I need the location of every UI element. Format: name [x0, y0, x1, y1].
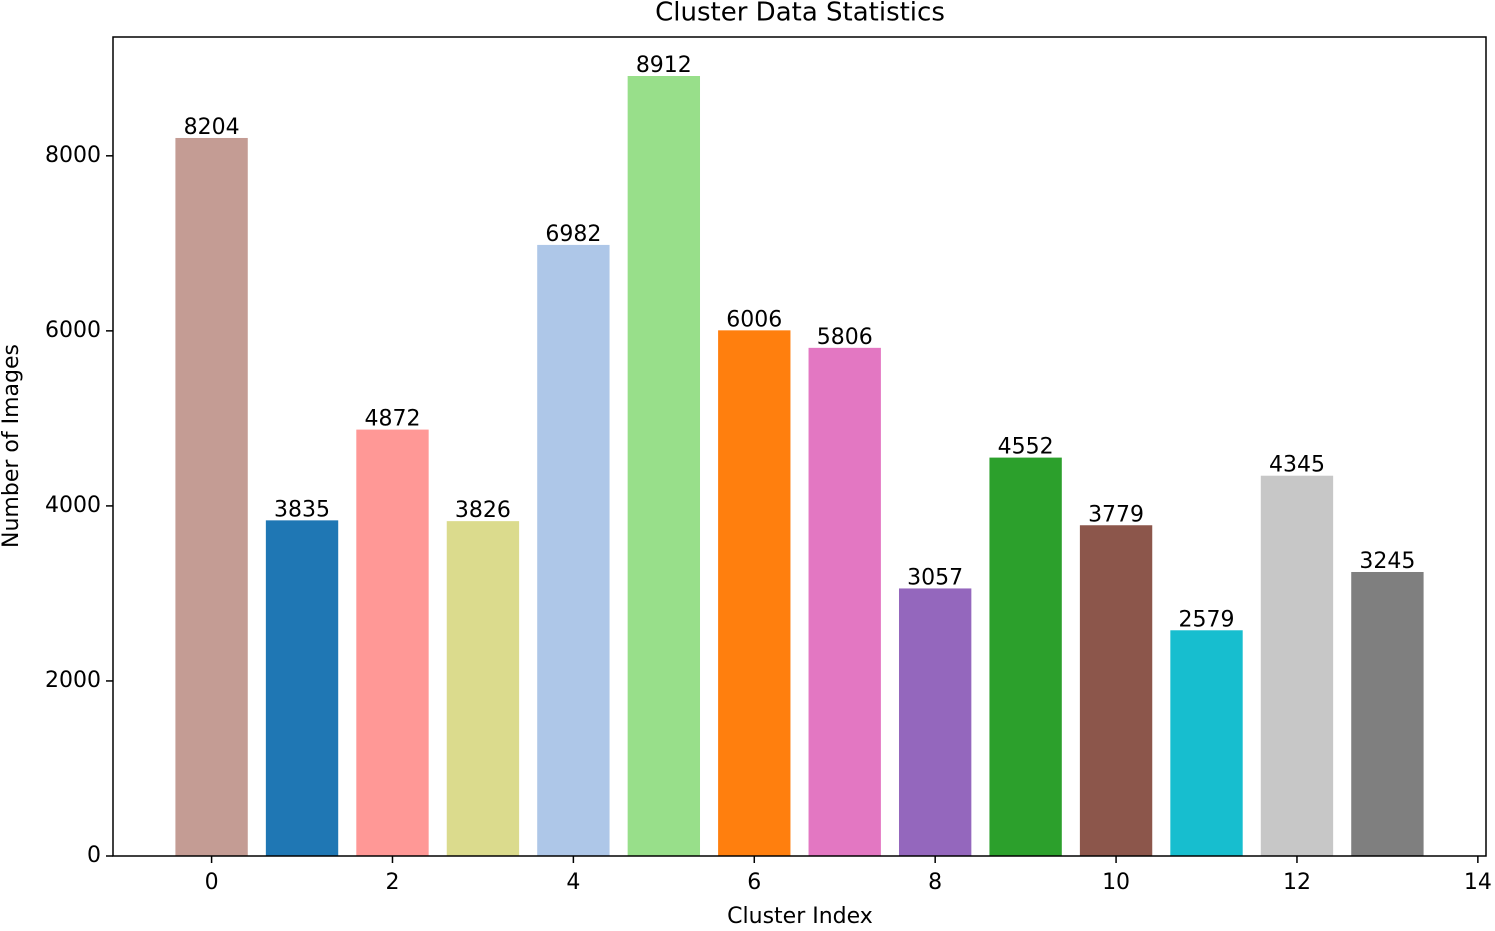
- chart-title: Cluster Data Statistics: [655, 0, 945, 28]
- value-label: 3057: [907, 565, 963, 590]
- value-label: 5806: [817, 325, 873, 350]
- x-tick-label: 12: [1283, 870, 1311, 895]
- x-tick-label: 14: [1464, 870, 1492, 895]
- value-label: 6006: [726, 307, 782, 332]
- bar: [1351, 571, 1424, 856]
- bar: [265, 520, 339, 856]
- value-label: 6982: [545, 222, 601, 247]
- x-tick-label: 2: [385, 870, 399, 895]
- value-label: 2579: [1179, 607, 1235, 632]
- bar: [898, 588, 972, 856]
- bar: [446, 521, 520, 856]
- bar: [718, 330, 791, 856]
- bar: [1170, 630, 1243, 856]
- value-label: 3779: [1088, 502, 1144, 527]
- x-tick-label: 8: [928, 870, 942, 895]
- y-tick-label: 2000: [45, 668, 101, 693]
- x-tick-label: 4: [566, 870, 580, 895]
- y-tick-label: 8000: [45, 143, 101, 168]
- y-axis-label: Number of Images: [0, 344, 24, 548]
- value-label: 8204: [184, 115, 240, 140]
- bar: [175, 137, 248, 856]
- x-tick-label: 6: [747, 870, 761, 895]
- plot-frame: [112, 36, 1487, 857]
- value-label: 8912: [636, 53, 692, 78]
- value-label: 3835: [274, 497, 330, 522]
- y-tick-label: 4000: [45, 493, 101, 518]
- bar: [356, 429, 429, 856]
- value-label: 4345: [1269, 453, 1325, 478]
- value-label: 4872: [364, 407, 420, 432]
- x-tick-label: 10: [1102, 870, 1130, 895]
- bar: [989, 457, 1062, 856]
- value-label: 4552: [998, 435, 1054, 460]
- bar: [1260, 475, 1334, 856]
- bar: [1079, 525, 1153, 856]
- bar: [808, 347, 881, 856]
- value-label: 3826: [455, 498, 511, 523]
- bar: [537, 244, 610, 856]
- y-tick-label: 6000: [45, 318, 101, 343]
- x-axis-label: Cluster Index: [727, 904, 873, 929]
- x-tick-label: 0: [205, 870, 219, 895]
- bar: [627, 76, 701, 856]
- y-tick-label: 0: [87, 843, 101, 868]
- value-label: 3245: [1359, 549, 1415, 574]
